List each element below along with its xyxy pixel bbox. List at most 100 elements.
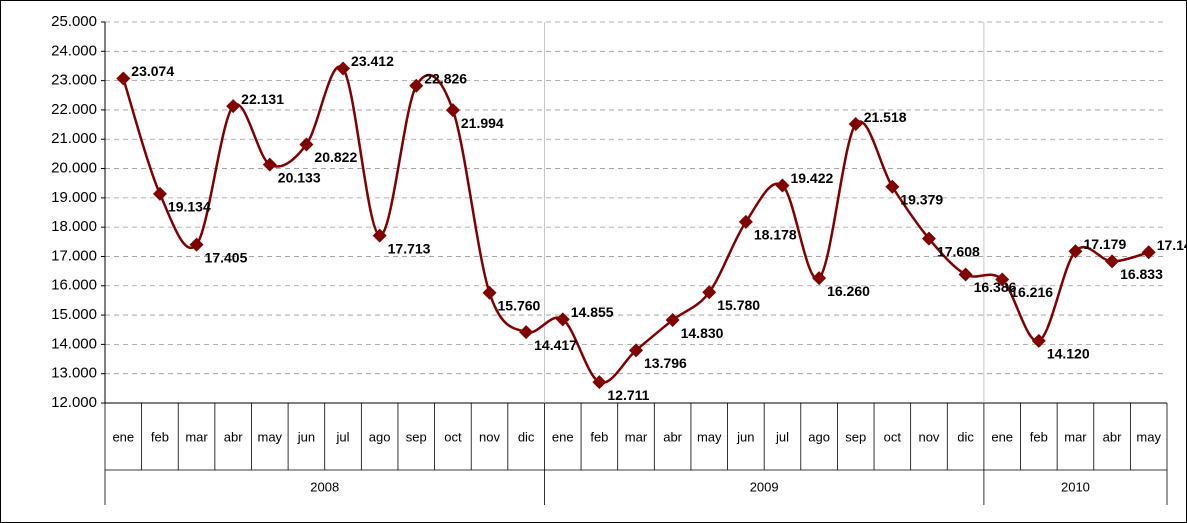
x-tick-label: abr (224, 429, 243, 444)
x-tick-label: mar (1064, 429, 1087, 444)
marker (226, 99, 241, 114)
marker (1068, 244, 1083, 259)
x-tick-label: may (697, 429, 722, 444)
marker (775, 178, 790, 193)
x-tick-label: feb (1030, 429, 1048, 444)
x-tick-label: feb (151, 429, 169, 444)
data-label: 17.405 (205, 249, 248, 265)
marker (189, 237, 204, 252)
x-tick-label: mar (625, 429, 648, 444)
marker (885, 179, 900, 194)
x-tick-label: dic (957, 429, 974, 444)
data-label: 16.386 (974, 279, 1017, 295)
marker (629, 343, 643, 358)
marker (995, 272, 1010, 287)
x-tick-label: nov (479, 429, 500, 444)
marker (445, 103, 460, 118)
y-tick-label: 17.000 (51, 247, 97, 264)
y-tick-label: 20.000 (51, 160, 97, 177)
group-label: 2009 (750, 479, 779, 494)
x-tick-label: dic (518, 429, 535, 444)
group-label: 2008 (310, 479, 339, 494)
x-tick-label: nov (918, 429, 939, 444)
y-tick-label: 23.000 (51, 72, 97, 89)
marker (958, 267, 973, 282)
x-tick-label: abr (663, 429, 682, 444)
data-label: 17.142 (1157, 237, 1187, 253)
data-label: 18.178 (754, 227, 797, 243)
x-tick-label: abr (1103, 429, 1122, 444)
data-label: 16.216 (1010, 284, 1053, 300)
data-label: 14.830 (681, 325, 724, 341)
y-tick-label: 14.000 (51, 335, 97, 352)
marker (702, 285, 717, 300)
x-tick-label: oct (444, 429, 462, 444)
data-label: 14.417 (534, 337, 577, 353)
x-tick-label: may (1136, 429, 1161, 444)
marker (336, 61, 351, 76)
y-tick-label: 24.000 (51, 42, 97, 59)
data-label: 21.518 (864, 109, 907, 125)
marker (812, 271, 827, 286)
marker (555, 312, 570, 327)
marker (519, 325, 534, 340)
data-label: 15.760 (498, 298, 541, 314)
y-tick-label: 22.000 (51, 101, 97, 118)
data-label: 15.780 (717, 297, 760, 313)
y-tick-label: 25.000 (51, 13, 97, 30)
x-tick-label: jul (336, 429, 350, 444)
data-label: 17.608 (937, 243, 980, 259)
x-tick-label: sep (406, 429, 427, 444)
data-label: 21.994 (461, 115, 504, 131)
data-label: 16.833 (1120, 266, 1163, 282)
x-tick-label: jun (736, 429, 754, 444)
data-label: 13.796 (644, 355, 687, 371)
marker (921, 231, 936, 246)
y-tick-label: 13.000 (51, 365, 97, 382)
marker (665, 313, 680, 328)
data-label: 22.131 (241, 91, 284, 107)
x-tick-label: ene (112, 429, 134, 444)
data-label: 12.711 (607, 387, 649, 403)
x-tick-label: feb (590, 429, 608, 444)
data-label: 16.260 (827, 283, 870, 299)
x-tick-label: ene (552, 429, 574, 444)
marker (262, 157, 277, 172)
y-tick-label: 15.000 (51, 306, 97, 323)
marker (592, 375, 607, 390)
x-tick-label: sep (845, 429, 866, 444)
x-tick-label: ago (808, 429, 830, 444)
x-tick-label: mar (185, 429, 208, 444)
marker (409, 78, 424, 93)
data-label: 14.855 (571, 304, 614, 320)
x-tick-label: jul (775, 429, 789, 444)
marker (299, 137, 314, 152)
group-label: 2010 (1061, 479, 1090, 494)
y-tick-label: 19.000 (51, 189, 97, 206)
x-tick-label: jun (297, 429, 315, 444)
y-tick-label: 16.000 (51, 277, 97, 294)
marker (1141, 245, 1156, 260)
data-label: 20.822 (314, 149, 357, 165)
marker (482, 285, 497, 300)
marker (848, 117, 863, 132)
y-tick-label: 12.000 (51, 394, 97, 411)
data-label: 23.074 (131, 63, 174, 79)
x-tick-label: oct (884, 429, 902, 444)
marker (1105, 254, 1120, 269)
data-label: 19.379 (900, 191, 943, 207)
marker (152, 186, 167, 201)
x-tick-label: may (258, 429, 283, 444)
data-label: 22.826 (424, 70, 467, 86)
y-tick-label: 18.000 (51, 218, 97, 235)
x-tick-label: ene (991, 429, 1013, 444)
data-label: 19.134 (168, 199, 211, 215)
data-label: 20.133 (278, 169, 321, 185)
y-tick-label: 21.000 (51, 130, 97, 147)
marker (116, 71, 131, 86)
data-label: 17.713 (388, 240, 431, 256)
data-label: 23.412 (351, 53, 394, 69)
marker (1031, 333, 1046, 348)
